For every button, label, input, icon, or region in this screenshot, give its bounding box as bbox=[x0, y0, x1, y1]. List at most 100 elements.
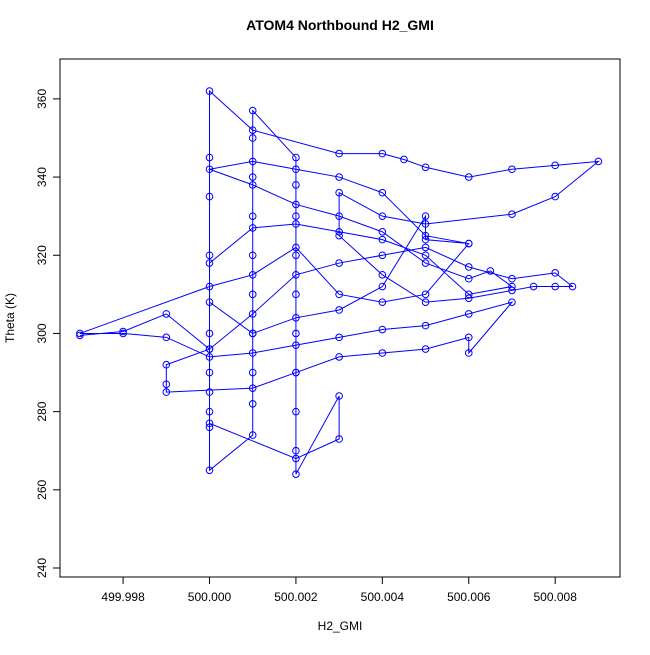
plot-box bbox=[59, 58, 621, 578]
point bbox=[464, 333, 473, 342]
x-tick-label: 500.008 bbox=[533, 590, 577, 604]
point bbox=[292, 341, 300, 349]
point bbox=[248, 271, 257, 279]
series-line bbox=[79, 89, 600, 475]
point bbox=[508, 282, 516, 291]
y-tick-label: 360 bbox=[35, 89, 49, 109]
point bbox=[378, 235, 387, 244]
point bbox=[486, 267, 495, 275]
point bbox=[205, 251, 214, 260]
y-tick-label: 300 bbox=[35, 323, 49, 343]
point bbox=[464, 263, 473, 271]
point bbox=[205, 423, 214, 432]
point bbox=[248, 106, 257, 115]
point bbox=[292, 212, 300, 220]
point bbox=[464, 349, 473, 357]
point bbox=[464, 239, 473, 248]
point bbox=[421, 345, 430, 353]
point bbox=[248, 400, 257, 408]
point bbox=[335, 188, 343, 197]
point bbox=[335, 259, 343, 267]
point bbox=[378, 298, 387, 306]
point bbox=[292, 368, 300, 377]
point bbox=[292, 220, 300, 228]
point bbox=[292, 446, 300, 455]
point bbox=[335, 290, 343, 299]
point bbox=[594, 157, 603, 166]
point bbox=[248, 290, 257, 299]
point bbox=[205, 165, 214, 174]
point bbox=[378, 325, 387, 334]
point bbox=[335, 231, 343, 240]
point bbox=[378, 227, 387, 236]
point bbox=[378, 271, 387, 279]
point bbox=[205, 192, 214, 201]
point bbox=[529, 282, 538, 291]
y-tick-label: 240 bbox=[35, 558, 49, 578]
point bbox=[119, 327, 127, 336]
y-tick-label: 280 bbox=[35, 401, 49, 421]
point bbox=[508, 165, 516, 174]
point bbox=[205, 407, 214, 416]
point bbox=[205, 353, 214, 361]
y-tick-label: 260 bbox=[35, 479, 49, 499]
point bbox=[205, 329, 214, 338]
point bbox=[292, 271, 300, 279]
point bbox=[551, 282, 559, 291]
point bbox=[568, 282, 577, 291]
point bbox=[292, 251, 300, 260]
x-tick-label: 499.998 bbox=[101, 590, 145, 604]
point bbox=[421, 220, 430, 228]
point bbox=[248, 212, 257, 220]
point bbox=[508, 286, 516, 295]
point bbox=[119, 329, 127, 338]
point bbox=[378, 212, 387, 220]
y-tick-label: 320 bbox=[35, 245, 49, 265]
point bbox=[335, 173, 343, 181]
point bbox=[508, 298, 516, 306]
point bbox=[292, 200, 300, 209]
point bbox=[335, 306, 343, 314]
point bbox=[248, 251, 257, 260]
point bbox=[248, 126, 257, 134]
point bbox=[421, 298, 430, 306]
point bbox=[205, 259, 214, 267]
point bbox=[205, 368, 214, 377]
point bbox=[248, 310, 257, 318]
point bbox=[464, 274, 473, 283]
point bbox=[292, 329, 300, 338]
point bbox=[248, 134, 257, 142]
point bbox=[292, 153, 300, 162]
point bbox=[335, 227, 343, 236]
chart-title: ATOM4 Northbound H2_GMI bbox=[246, 17, 434, 33]
point bbox=[551, 269, 559, 277]
point bbox=[378, 251, 387, 260]
point bbox=[248, 349, 257, 357]
point bbox=[335, 333, 343, 342]
point bbox=[248, 157, 257, 166]
x-axis-label: H2_GMI bbox=[318, 619, 363, 633]
x-tick-label: 500.006 bbox=[447, 590, 491, 604]
point bbox=[205, 153, 214, 162]
point bbox=[292, 290, 300, 299]
point bbox=[205, 282, 214, 291]
point bbox=[421, 163, 430, 172]
point bbox=[292, 181, 300, 189]
point bbox=[162, 310, 171, 318]
point bbox=[421, 321, 430, 330]
point bbox=[248, 431, 257, 439]
point bbox=[508, 210, 516, 219]
point bbox=[248, 173, 257, 181]
point bbox=[421, 243, 430, 252]
point bbox=[248, 329, 257, 338]
point bbox=[421, 290, 430, 299]
point bbox=[162, 388, 171, 396]
x-tick-label: 500.000 bbox=[188, 590, 232, 604]
point bbox=[248, 224, 257, 232]
point bbox=[248, 181, 257, 189]
point bbox=[464, 310, 473, 318]
point bbox=[292, 243, 300, 252]
y-tick-label: 340 bbox=[35, 167, 49, 187]
